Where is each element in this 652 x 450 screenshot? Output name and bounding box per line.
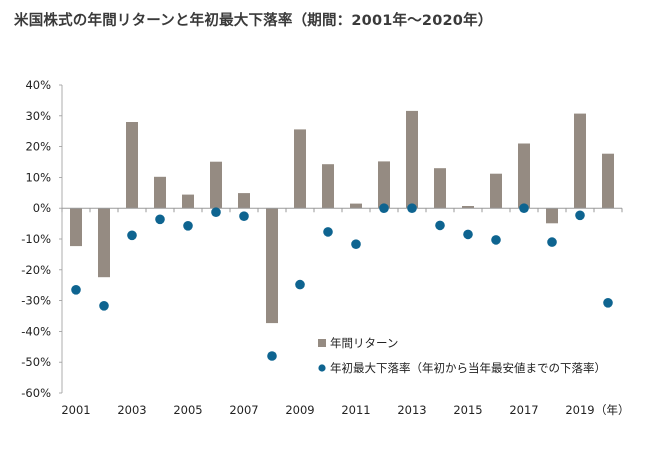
bar-2010 [322, 164, 334, 209]
point-2007 [239, 211, 249, 221]
y-tick-label: 40% [25, 78, 51, 92]
bar-2007 [238, 193, 250, 209]
x-tick-label: 2017 [509, 403, 538, 417]
point-2018 [547, 237, 557, 247]
point-2014 [435, 220, 445, 231]
x-axis-ticks: 2001 2003 2005 2007 2009 2011 2013 2015 2017 2019… [61, 403, 629, 417]
point-2016 [491, 235, 501, 245]
bar-2008 [266, 208, 278, 324]
scatter-series [71, 203, 613, 361]
point-2005 [183, 221, 193, 231]
y-tick-label: -60% [21, 386, 51, 400]
bar-2006 [210, 161, 222, 209]
x-tick-label: 2003 [117, 403, 146, 417]
point-2017 [519, 203, 529, 213]
point-2006 [211, 207, 221, 217]
point-2008 [267, 351, 277, 361]
bar-2015 [462, 206, 474, 209]
bar-2004 [154, 176, 166, 209]
bar-2009 [294, 129, 306, 209]
bar-2002 [98, 208, 110, 278]
bar-2012 [378, 161, 390, 209]
point-2013 [407, 203, 417, 213]
x-tick-label: 2015 [453, 403, 482, 417]
y-tick-label: 10% [25, 170, 51, 184]
legend-dot-label: 年初最大下落率（年初から当年最安値までの下落率） [330, 361, 606, 375]
y-axis-ticks: 40% 30% 20% 10% 0% -10% -20% -30% -40% -50% -60% [21, 78, 51, 400]
y-tick-label: -10% [21, 232, 51, 246]
bar-series [70, 110, 614, 324]
x-tick-label: 2013 [397, 403, 426, 417]
y-tick-label: -20% [21, 263, 51, 277]
bar-2017 [518, 143, 530, 209]
bar-2003 [126, 122, 138, 209]
point-2009 [295, 279, 305, 290]
legend-dot-swatch [318, 364, 326, 372]
x-tick-label: 2019 [565, 403, 594, 417]
chart-title: 米国株式の年間リターンと年初最大下落率（期間：2001年～2020年） [14, 13, 493, 29]
point-2003 [127, 230, 137, 241]
y-tick-label: 0% [33, 201, 51, 215]
legend-bar-swatch [318, 339, 326, 347]
point-2012 [379, 203, 389, 213]
bar-2020 [602, 153, 614, 209]
bar-2018 [546, 208, 558, 224]
bar-2005 [182, 194, 194, 209]
point-2015 [463, 229, 473, 240]
y-tick-label: -50% [21, 355, 51, 369]
y-tick-label: -40% [21, 324, 51, 338]
y-tick-label: -30% [21, 294, 51, 308]
bar-2001 [70, 208, 82, 247]
x-tick-label: 2011 [341, 403, 370, 417]
bar-2011 [350, 203, 362, 209]
x-tick-label: 2007 [229, 403, 258, 417]
point-2019 [575, 210, 585, 221]
point-2002 [99, 301, 109, 311]
point-2010 [323, 227, 333, 237]
bar-2019 [574, 113, 586, 209]
x-unit-label: （年） [595, 403, 630, 417]
y-tick-label: 30% [25, 109, 51, 123]
x-tick-label: 2005 [173, 403, 202, 417]
point-2011 [351, 239, 361, 249]
bar-2013 [406, 110, 418, 209]
bar-2016 [490, 173, 502, 209]
x-tick-label: 2001 [61, 403, 90, 417]
x-tick-label: 2009 [285, 403, 314, 417]
point-2020 [603, 298, 613, 308]
point-2001 [71, 285, 81, 295]
y-tick-label: 20% [25, 140, 51, 154]
point-2004 [155, 214, 165, 225]
bar-2014 [434, 168, 446, 209]
legend-bar-label: 年間リターン [330, 336, 398, 350]
